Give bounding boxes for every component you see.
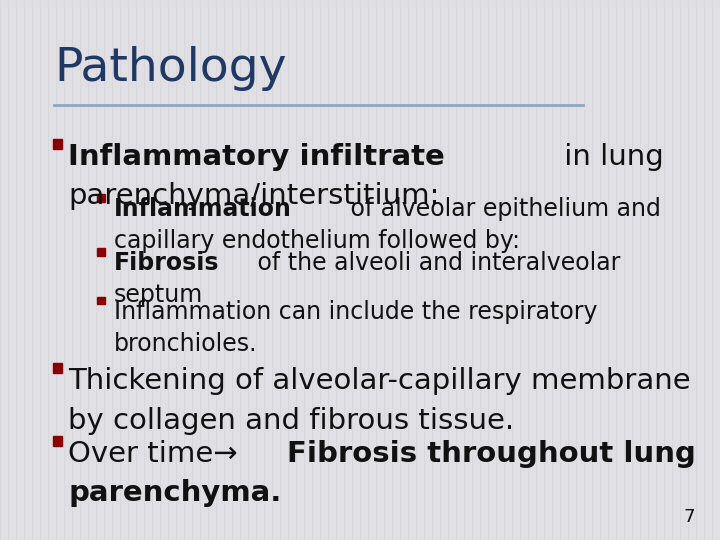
FancyBboxPatch shape bbox=[97, 248, 105, 255]
FancyBboxPatch shape bbox=[53, 139, 62, 149]
Text: of alveolar epithelium and: of alveolar epithelium and bbox=[343, 197, 661, 221]
Text: bronchioles.: bronchioles. bbox=[114, 332, 257, 355]
Text: Inflammation: Inflammation bbox=[114, 197, 292, 221]
Text: parenchyma.: parenchyma. bbox=[68, 480, 282, 508]
Text: Pathology: Pathology bbox=[54, 46, 287, 91]
Text: Inflammation can include the respiratory: Inflammation can include the respiratory bbox=[114, 300, 598, 323]
Text: Inflammatory infiltrate: Inflammatory infiltrate bbox=[68, 143, 445, 171]
Text: Fibrosis throughout lung: Fibrosis throughout lung bbox=[287, 440, 696, 468]
Text: by collagen and fibrous tissue.: by collagen and fibrous tissue. bbox=[68, 407, 515, 435]
Text: capillary endothelium followed by:: capillary endothelium followed by: bbox=[114, 229, 520, 253]
Text: of the alveoli and interalveolar: of the alveoli and interalveolar bbox=[250, 251, 620, 275]
Text: Fibrosis: Fibrosis bbox=[114, 251, 220, 275]
Text: parenchyma/interstitium:: parenchyma/interstitium: bbox=[68, 183, 440, 211]
FancyBboxPatch shape bbox=[53, 436, 62, 446]
Text: Thickening of alveolar-capillary membrane: Thickening of alveolar-capillary membran… bbox=[68, 367, 691, 395]
FancyBboxPatch shape bbox=[97, 194, 105, 201]
FancyBboxPatch shape bbox=[53, 363, 62, 373]
Text: 7: 7 bbox=[683, 509, 695, 526]
Text: Over time→: Over time→ bbox=[68, 440, 238, 468]
Text: in lung: in lung bbox=[554, 143, 663, 171]
FancyBboxPatch shape bbox=[97, 296, 105, 304]
Text: septum: septum bbox=[114, 283, 203, 307]
